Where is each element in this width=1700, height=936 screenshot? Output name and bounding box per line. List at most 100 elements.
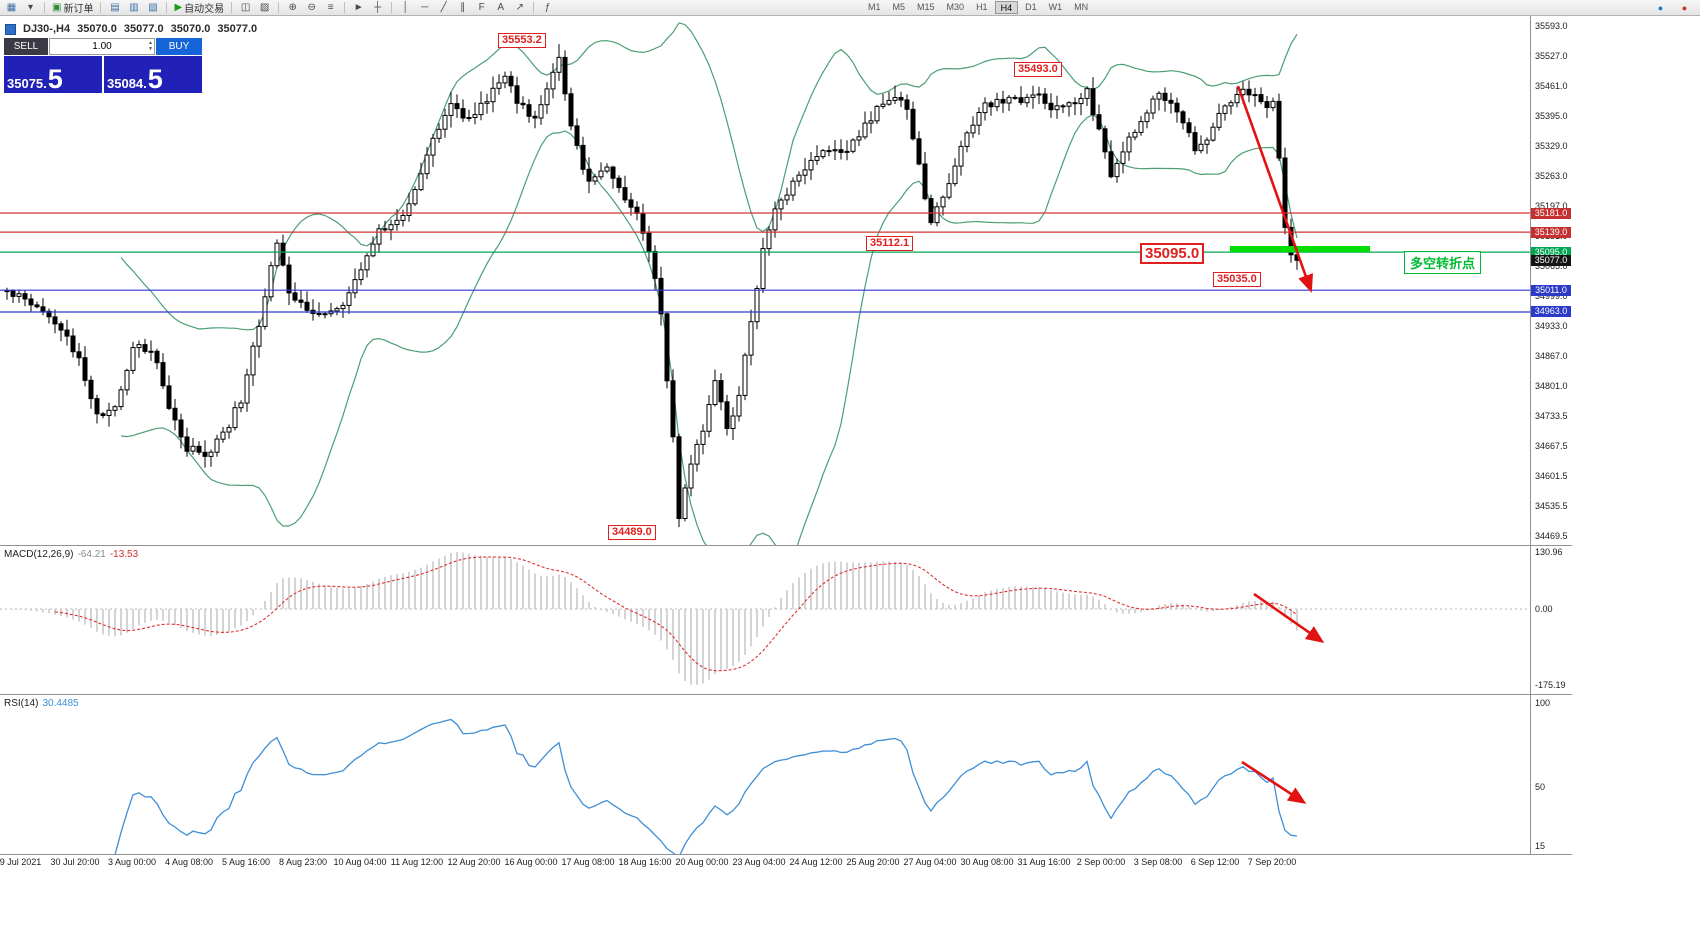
price-badge: 35011.0 (1531, 284, 1571, 296)
price-tick: 34933.0 (1535, 320, 1568, 331)
macd-axis-tick: 0.00 (1535, 604, 1553, 614)
toolbar-separator (231, 2, 233, 13)
autotrade-icon: ▶ (174, 1, 183, 13)
time-label: 6 Sep 12:00 (1190, 857, 1240, 867)
data-window-button[interactable]: ▥ (125, 1, 142, 15)
price-tick: 35395.0 (1535, 110, 1568, 121)
panel-separator[interactable] (0, 694, 1572, 695)
tile-windows-button[interactable]: ◫ (237, 1, 254, 15)
trendline-button[interactable]: ╱ (435, 1, 452, 15)
price-annotation[interactable]: 35112.1 (866, 236, 914, 251)
trendline-icon: ╱ (440, 1, 447, 13)
price-tick: 35593.0 (1535, 21, 1568, 31)
timeframe-W1[interactable]: W1 (1048, 2, 1063, 12)
toolbar-separator (100, 2, 102, 13)
turning-point-label[interactable]: 多空转折点 (1404, 251, 1482, 274)
chart-canvas[interactable] (0, 16, 1530, 546)
price-annotation[interactable]: 35095.0 (1140, 243, 1205, 264)
buy-button[interactable]: BUY (156, 38, 202, 55)
sell-price-big-digit: 5 (47, 64, 63, 94)
time-label: 29 Jul 2021 (0, 857, 42, 867)
timeframe-M15[interactable]: M15 (917, 2, 935, 12)
rsi-label: RSI(14) 30.4485 (4, 698, 79, 709)
price-badge: 35181.0 (1531, 207, 1571, 219)
horizontal-line-icon: ─ (421, 1, 429, 13)
rsi-panel[interactable] (0, 695, 1530, 854)
toolbar-separator (344, 2, 346, 13)
time-label: 11 Aug 12:00 (390, 857, 444, 867)
macd-main-value: -64.21 (77, 549, 106, 560)
grid-icon: ≡ (327, 1, 334, 13)
macd-signal-value: -13.53 (109, 549, 139, 560)
time-label: 30 Jul 20:00 (50, 857, 100, 867)
chart-icon: ▾ (27, 1, 34, 13)
indicators-button[interactable]: ƒ (539, 1, 556, 15)
data-window-icon: ▥ (129, 1, 139, 13)
panel-separator[interactable] (0, 545, 1572, 546)
channel-button[interactable]: ∥ (454, 1, 471, 15)
new-order-icon: ▣ (52, 1, 62, 13)
price-annotation[interactable]: 35553.2 (498, 33, 546, 48)
crosshair-button[interactable]: ┼ (369, 1, 386, 15)
price-annotation[interactable]: 35035.0 (1213, 272, 1261, 287)
autotrade-button[interactable]: ▶ 自动交易 (172, 1, 226, 16)
price-annotation[interactable]: 34489.0 (608, 525, 656, 540)
toolbar-separator (166, 2, 168, 13)
channel-icon: ∥ (460, 1, 466, 13)
timeframe-M30[interactable]: M30 (946, 2, 965, 12)
symbol-high: 35077.0 (123, 23, 164, 35)
volume-input[interactable]: 1.00 ▲ ▼ (49, 38, 155, 55)
symbol-info: DJ30-,H4 35070.0 35077.0 35070.0 35077.0 (5, 23, 257, 35)
grid-button[interactable]: ≡ (322, 1, 339, 15)
price-tick: 34469.5 (1535, 531, 1568, 541)
time-label: 17 Aug 08:00 (561, 857, 615, 867)
price-tick: 35263.0 (1535, 170, 1568, 181)
price-badge: 35095.0 (1531, 246, 1571, 258)
market-watch-button[interactable]: ▤ (106, 1, 123, 15)
macd-label: MACD(12,26,9) -64.21 -13.53 (4, 549, 138, 560)
one-click-trading-panel: SELL 1.00 ▲ ▼ BUY 35075. 5 35084. 5 (4, 38, 202, 93)
alert-icon[interactable]: ● (1681, 3, 1688, 13)
price-badge: 34963.0 (1531, 306, 1571, 318)
cascade-windows-icon: ▨ (259, 1, 270, 13)
sell-price-main: 35075. (7, 76, 47, 91)
tile-windows-icon: ◫ (240, 1, 251, 13)
vertical-line-icon: │ (402, 1, 409, 13)
timeframe-H4[interactable]: H4 (994, 1, 1019, 14)
timeframe-MN[interactable]: MN (1074, 2, 1089, 12)
price-badge: 35077.0 (1531, 254, 1571, 266)
volume-down-icon[interactable]: ▼ (148, 46, 153, 52)
horizontal-line-button[interactable]: ─ (416, 1, 433, 15)
timeframe-H1[interactable]: H1 (976, 2, 988, 12)
price-annotation[interactable]: 35493.0 (1014, 62, 1062, 77)
cursor-button[interactable]: ► (350, 1, 367, 15)
cursor-icon: ► (353, 1, 364, 13)
chart-dropdown[interactable]: ▾ (22, 1, 39, 15)
timeframe-M1[interactable]: M1 (868, 2, 881, 12)
buy-price-big-digit: 5 (147, 64, 163, 94)
search-icon[interactable]: ● (1657, 3, 1664, 13)
arrows-button[interactable]: ↗ (511, 1, 528, 15)
cascade-windows-button[interactable]: ▨ (256, 1, 273, 15)
vertical-line-button[interactable]: │ (397, 1, 414, 15)
sell-button[interactable]: SELL (4, 38, 48, 55)
zoom-in-button[interactable]: ⊕ (284, 1, 301, 15)
sell-price[interactable]: 35075. 5 (4, 56, 102, 93)
new-order-button[interactable]: ▣ 新订单 (50, 1, 95, 16)
fibonacci-button[interactable]: F (473, 1, 490, 15)
time-label: 8 Aug 23:00 (278, 857, 328, 867)
time-label: 30 Aug 08:00 (960, 857, 1014, 867)
price-tick: 35461.0 (1535, 80, 1568, 91)
zoom-out-button[interactable]: ⊖ (303, 1, 320, 15)
buy-price[interactable]: 35084. 5 (104, 56, 202, 93)
new-chart-button[interactable]: ▦ (3, 1, 20, 15)
text-button[interactable]: A (492, 1, 509, 15)
navigator-button[interactable]: ▧ (144, 1, 161, 15)
volume-spinner[interactable]: ▲ ▼ (148, 40, 153, 52)
macd-panel[interactable] (0, 546, 1530, 694)
timeframe-M5[interactable]: M5 (892, 2, 906, 12)
timeframe-toolbar: M1 M5 M15 M30 H1 H4 D1 W1 MN (862, 1, 1094, 14)
timeframe-D1[interactable]: D1 (1025, 2, 1037, 12)
symbol-close: 35077.0 (217, 23, 258, 35)
volume-up-icon[interactable]: ▲ (148, 40, 153, 46)
